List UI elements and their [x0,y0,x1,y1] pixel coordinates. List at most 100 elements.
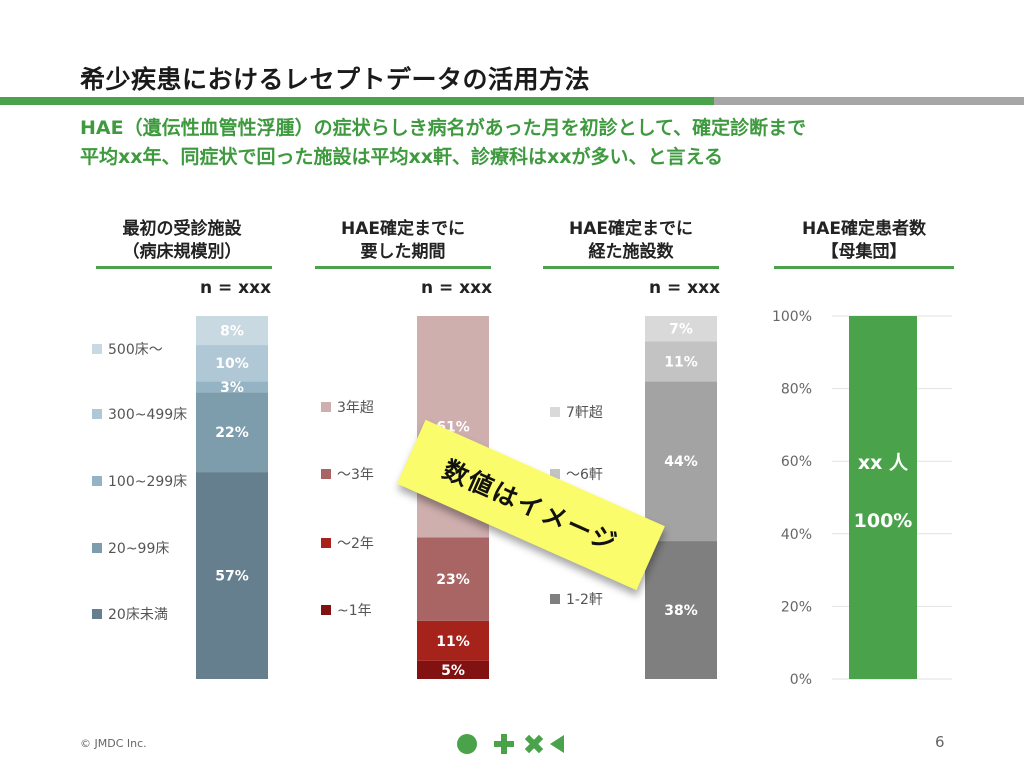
subtitle-line-2: 平均xx年、同症状で回った施設は平均xx軒、診療科はxxが多い、と言える [80,146,723,168]
legend-item: 300~499床 [92,404,187,424]
legend-item: ～6軒 [550,464,603,484]
panel1-underline [96,266,272,269]
legend-item: 500床～ [92,339,163,359]
panel2-title: HAE確定までに 要した期間 [315,218,491,264]
chart1-data-label: 3% [220,380,244,396]
legend-swatch [92,344,102,354]
chart1-segment [196,381,268,393]
panel2-title-line2: 要した期間 [360,242,446,262]
legend-item: ～3年 [321,464,374,484]
chart3-segment [645,341,717,382]
legend-swatch [550,407,560,417]
chart4-tick-label: 0% [790,672,812,688]
chart4-tick-label: 20% [781,599,812,615]
chart3-data-label: 38% [664,603,698,619]
subtitle: HAE（遺伝性血管性浮腫）の症状らしき病名があった月を初診として、確定診断まで … [80,114,980,172]
legend-label: 3年超 [337,400,374,416]
legend-swatch [92,476,102,486]
chart1-segment [196,316,268,346]
legend-item: ～2年 [321,533,374,553]
legend-label: 20~99床 [108,541,170,557]
legend-swatch [321,538,331,548]
chart1-segment [196,345,268,382]
panel4-title-line2: 【母集団】 [821,242,907,262]
chart1-segment [196,392,268,473]
panel4-title: HAE確定患者数 【母集団】 [774,218,954,264]
chart2-data-label: 23% [436,572,470,588]
chart3-segment [645,381,717,542]
legend-swatch [321,605,331,615]
jmdc-logo [457,734,564,754]
chart4-data-label: 100% [854,510,913,532]
panel3-underline [543,266,719,269]
title-rule-green [0,97,714,105]
legend-label: ～6軒 [566,467,603,483]
chart2-segment [417,660,489,679]
chart1-segment [196,472,268,679]
legend-label: 1-2軒 [566,592,603,608]
legend-label: 500床～ [108,342,163,358]
legend-item: 1-2軒 [550,589,603,609]
legend-swatch [550,594,560,604]
panel1-n-label: n = xxx [200,278,272,298]
panel1-title-line2: （病床規模別） [122,242,242,262]
legend-label: 100~299床 [108,474,188,490]
legend-swatch [321,469,331,479]
chart3-data-label: 7% [669,322,693,338]
legend-swatch [321,402,331,412]
legend-item: ~1年 [321,600,372,620]
panel2-n-label: n = xxx [421,278,493,298]
panel4-title-line1: HAE確定患者数 [802,219,926,239]
chart4-bar [849,316,917,679]
legend-label: 7軒超 [566,405,603,421]
chart3-data-label: 44% [664,454,698,470]
legend-item: 7軒超 [550,402,603,422]
legend-swatch [550,469,560,479]
chart4-tick-label: 40% [781,527,812,543]
chart1-data-label: 22% [215,425,249,441]
chart3-segment [645,316,717,342]
title-rule-gray [714,97,1024,105]
panel3-n-label: n = xxx [649,278,721,298]
legend-label: ~1年 [337,603,372,619]
page-number: 6 [935,733,945,751]
panel2-underline [315,266,491,269]
legend-swatch [92,609,102,619]
panel2-title-line1: HAE確定までに [341,219,465,239]
legend-label: ～2年 [337,536,374,552]
chart4-tick-label: 80% [781,382,812,398]
panel1-title-line1: 最初の受診施設 [122,219,242,239]
chart3-data-label: 11% [664,354,698,370]
panel1-title: 最初の受診施設 （病床規模別） [96,218,268,264]
panel4-underline [774,266,954,269]
logo-circle-icon [457,734,477,754]
chart1-data-label: 8% [220,324,244,340]
logo-triangle-icon [550,735,564,753]
legend-item: 100~299床 [92,471,187,491]
legend-label: 20床未満 [108,607,168,623]
legend-label: ～3年 [337,467,374,483]
chart1-data-label: 10% [215,356,249,372]
legend-swatch [92,543,102,553]
panel3-title-line2: 経た施設数 [588,242,674,262]
legend-item: 20~99床 [92,538,169,558]
chart2-data-label: 5% [441,663,465,679]
legend-item: 20床未満 [92,604,168,624]
chart1-data-label: 57% [215,569,249,585]
chart2-data-label: 11% [436,634,470,650]
page-title: 希少疾患におけるレセプトデータの活用方法 [80,65,591,94]
chart4-tick-label: 100% [772,309,812,325]
chart4-count-label: xx 人 [858,452,909,474]
footer-copyright: © JMDC Inc. [80,737,147,750]
chart4-tick-label: 60% [781,454,812,470]
subtitle-line-1: HAE（遺伝性血管性浮腫）の症状らしき病名があった月を初診として、確定診断まで [80,117,807,139]
logo-cross-icon [524,734,544,754]
chart3-segment [645,541,717,679]
legend-swatch [92,409,102,419]
chart2-segment [417,537,489,621]
chart2-segment [417,620,489,661]
logo-plus-icon [494,734,514,754]
panel3-title: HAE確定までに 経た施設数 [543,218,719,264]
legend-item: 3年超 [321,397,374,417]
